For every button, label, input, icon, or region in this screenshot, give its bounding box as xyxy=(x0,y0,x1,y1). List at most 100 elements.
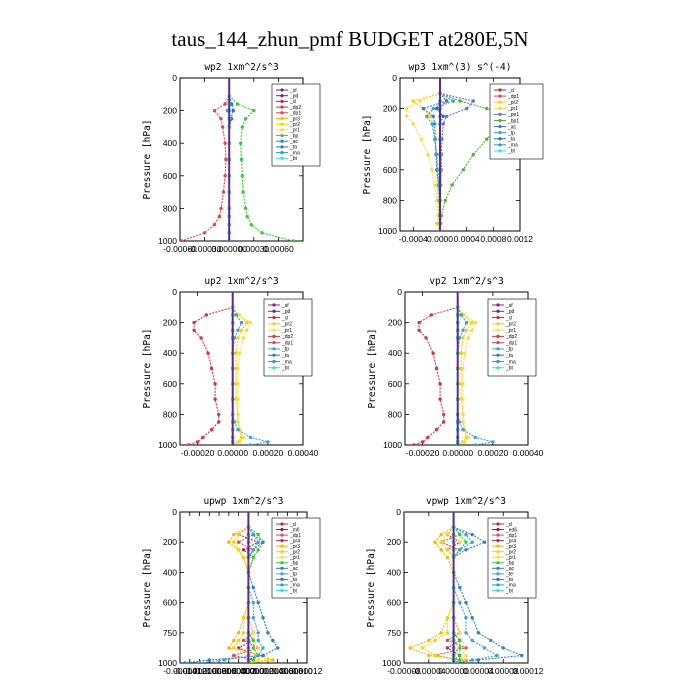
legend-marker xyxy=(498,88,502,92)
y-tick-label: 400 xyxy=(388,348,402,358)
data-point-dp2 xyxy=(187,443,191,445)
data-point-dp2 xyxy=(213,382,217,386)
legend-marker xyxy=(272,347,276,351)
data-point-tp xyxy=(261,646,265,650)
x-tick-label: -0.00020 xyxy=(406,448,440,458)
legend-entry: _ma xyxy=(505,359,516,365)
x-tick-label: -0.00030 xyxy=(188,244,222,254)
legend-marker xyxy=(496,527,500,532)
data-point-dp1 xyxy=(223,174,227,178)
data-point-pr1 xyxy=(466,336,470,340)
legend-marker xyxy=(272,322,276,326)
legend-entry: _ac xyxy=(507,124,517,130)
data-point-bp xyxy=(260,231,264,235)
data-point-pr2 xyxy=(445,631,450,635)
y-tick-label: 1000 xyxy=(158,236,177,246)
data-point-pr1 xyxy=(236,382,240,386)
legend-entry: _ed6 xyxy=(505,527,517,533)
data-point-ac xyxy=(271,638,275,643)
legend-marker xyxy=(280,550,284,554)
data-point-tp xyxy=(256,631,260,635)
legend-marker xyxy=(272,315,276,320)
legend-marker xyxy=(272,353,276,357)
data-point-dp2 xyxy=(204,313,209,317)
data-point-bp1 xyxy=(485,137,489,141)
legend-marker xyxy=(272,334,276,338)
data-point-ac xyxy=(445,99,449,103)
data-point-pr2 xyxy=(232,540,236,544)
legend-entry: _bt xyxy=(505,588,514,594)
data-point-bp xyxy=(458,646,462,650)
y-tick-label: 600 xyxy=(163,171,177,181)
data-point-pr1 xyxy=(463,351,467,355)
data-point-ac xyxy=(276,646,280,650)
y-tick-label: 0 xyxy=(172,287,177,297)
data-point-dp1 xyxy=(219,117,223,121)
legend-marker xyxy=(280,527,284,532)
y-tick-label: 400 xyxy=(163,138,177,148)
x-tick-label: -0.00010 xyxy=(183,666,217,676)
data-point-ac xyxy=(489,638,493,643)
data-point-ac xyxy=(464,600,468,605)
legend-marker xyxy=(280,99,284,103)
data-point-ac xyxy=(433,122,437,126)
data-point-ac xyxy=(261,540,265,544)
data-point-pr1 xyxy=(419,137,423,141)
legend-marker xyxy=(272,328,276,332)
data-point-tp xyxy=(451,99,455,103)
data-point-pr1 xyxy=(238,351,242,355)
y-tick-label: 200 xyxy=(163,537,177,547)
legend-marker xyxy=(280,145,284,149)
data-point-pr1 xyxy=(470,328,474,332)
data-point-bp xyxy=(256,532,260,537)
legend-marker xyxy=(496,550,500,554)
data-point-tp xyxy=(256,638,260,643)
data-point-pr2 xyxy=(241,555,246,559)
data-point-tp xyxy=(473,435,477,440)
x-tick-label: -0.00008 xyxy=(387,666,421,676)
data-point-dp1 xyxy=(241,638,246,643)
x-tick-label: -0.00008 xyxy=(193,666,227,676)
data-point-dp2 xyxy=(438,397,442,401)
data-point-tp xyxy=(197,661,202,663)
data-point-bp1 xyxy=(485,106,489,111)
data-point-dp2 xyxy=(442,420,446,424)
data-point-dp2 xyxy=(420,440,425,444)
panel-title: wp2 1xm^2/s^3 xyxy=(204,62,278,73)
y-tick-label: 200 xyxy=(388,318,402,328)
x-tick-label: 0.00008 xyxy=(272,666,303,676)
data-point-pr1 xyxy=(248,320,252,325)
legend-marker xyxy=(496,315,500,320)
data-point-pr3 xyxy=(227,646,231,650)
data-point-bp xyxy=(245,214,249,219)
data-point-dp1 xyxy=(236,540,241,544)
legend-marker xyxy=(280,583,284,587)
legend-marker xyxy=(496,577,500,581)
legend-entry: _cl xyxy=(281,315,288,321)
data-point-pr3 xyxy=(408,646,412,650)
series-line-dp2 xyxy=(188,306,233,445)
data-point-bp xyxy=(458,532,462,537)
legend-entry: _dp1 xyxy=(289,533,301,539)
data-point-pr1 xyxy=(433,183,437,187)
data-point-dp2 xyxy=(206,351,210,355)
legend-marker xyxy=(498,131,502,135)
legend-entry: _pr2 xyxy=(289,122,300,128)
legend-entry: _sf xyxy=(281,303,289,309)
series-line-ac xyxy=(184,526,279,663)
y-tick-label: 800 xyxy=(383,195,397,205)
x-tick-label: 0.0000 xyxy=(427,234,453,244)
data-point-pr2 xyxy=(461,336,465,340)
legend-marker xyxy=(498,100,502,104)
x-tick-label: 0.00006 xyxy=(262,666,293,676)
y-tick-label: 1000 xyxy=(383,440,402,450)
x-tick-label: 0.00030 xyxy=(238,244,269,254)
data-point-tp xyxy=(473,443,477,445)
data-point-dp2 xyxy=(192,320,196,325)
legend-marker xyxy=(496,322,500,326)
data-point-bp xyxy=(458,638,462,643)
data-point-pr2 xyxy=(236,336,240,340)
data-point-tp xyxy=(464,320,469,325)
data-point-tp xyxy=(491,440,495,444)
data-point-pr2 xyxy=(439,540,443,544)
